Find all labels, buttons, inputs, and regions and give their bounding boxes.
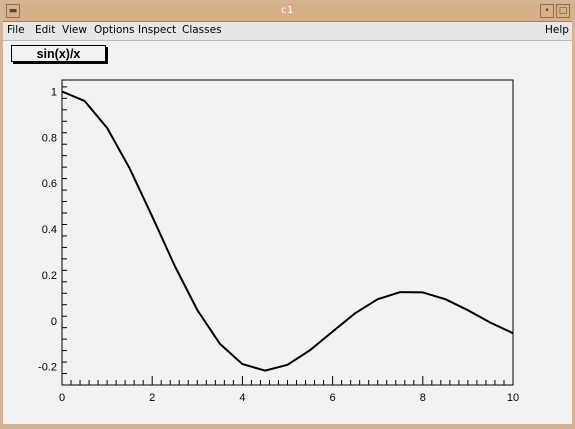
x-tick-label: 8 xyxy=(420,392,426,404)
canvas-pad[interactable]: sin(x)/x xyxy=(3,40,572,424)
window-title: c1 xyxy=(281,5,294,16)
y-tick-label: 0.2 xyxy=(42,270,57,282)
x-tick-label: 6 xyxy=(330,392,336,404)
function-title-box[interactable]: sin(x)/x xyxy=(11,45,106,62)
y-tick-label: 0.4 xyxy=(42,224,57,236)
menu-bar: File Edit View Options Inspect Classes H… xyxy=(3,22,572,40)
maximize-button[interactable]: □ xyxy=(556,4,570,18)
y-tick-label: 0.6 xyxy=(42,178,57,190)
menu-inspect[interactable]: Inspect xyxy=(138,24,177,36)
y-tick-label: 0 xyxy=(51,316,57,328)
menu-options[interactable]: Options xyxy=(94,24,135,36)
window-menu-button[interactable]: ▬ xyxy=(6,4,20,18)
y-tick-label: 0.8 xyxy=(42,132,57,144)
menu-file[interactable]: File xyxy=(7,24,25,36)
minimize-icon: • xyxy=(544,6,550,16)
menu-edit[interactable]: Edit xyxy=(35,24,56,36)
menu-help[interactable]: Help xyxy=(545,24,569,36)
menu-classes[interactable]: Classes xyxy=(182,24,222,36)
x-tick-label: 4 xyxy=(239,392,245,404)
menu-view[interactable]: View xyxy=(62,24,87,36)
minimize-button[interactable]: • xyxy=(540,4,554,18)
series-line xyxy=(61,90,514,372)
x-tick-label: 10 xyxy=(507,392,519,404)
y-tick-label: 1 xyxy=(51,86,57,98)
y-tick-label: -0.2 xyxy=(38,362,57,374)
x-tick-label: 2 xyxy=(149,392,155,404)
x-tick-label: 0 xyxy=(59,392,65,404)
plot-frame xyxy=(61,79,514,386)
title-bar[interactable]: ▬ c1 • □ xyxy=(3,3,572,22)
window-menu-icon: ▬ xyxy=(8,6,18,16)
maximize-icon: □ xyxy=(558,6,568,16)
